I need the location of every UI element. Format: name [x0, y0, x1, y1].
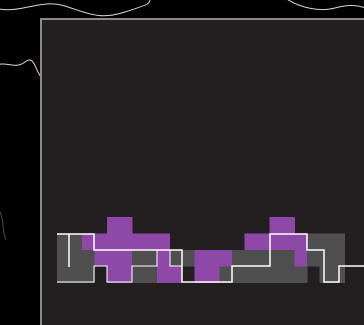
highlight-block	[157, 233, 170, 250]
signal-block	[282, 250, 295, 267]
signal-block	[332, 250, 345, 267]
signal-block	[169, 250, 183, 267]
highlight-block	[107, 217, 120, 234]
signal-block	[132, 250, 145, 267]
signal-block	[144, 250, 158, 267]
highlight-block	[94, 233, 108, 250]
highlight-block	[169, 266, 183, 283]
signal-block	[269, 266, 283, 283]
highlight-block	[107, 250, 120, 267]
signal-block	[244, 250, 258, 267]
signal-block	[219, 266, 233, 283]
signal-block	[319, 233, 333, 250]
highlight-block	[294, 233, 308, 250]
signal-block	[244, 266, 258, 283]
highlight-block	[107, 266, 120, 283]
signal-block	[294, 266, 308, 283]
signal-block	[319, 250, 333, 267]
signal-trace-secondary	[57, 249, 182, 283]
signal-block	[307, 250, 320, 267]
highlight-block	[107, 233, 120, 250]
highlight-block	[194, 266, 208, 283]
signal-block	[57, 233, 70, 250]
highlight-block	[207, 266, 220, 283]
signal-block	[132, 266, 145, 283]
signal-block	[332, 233, 345, 250]
highlight-block	[207, 250, 220, 267]
highlight-block	[269, 217, 283, 234]
highlight-block	[282, 217, 295, 234]
highlight-block	[157, 266, 170, 283]
signal-block	[269, 250, 283, 267]
signal-block	[319, 266, 333, 283]
highlight-block	[119, 250, 133, 267]
highlight-block	[257, 233, 270, 250]
highlight-block	[269, 233, 283, 250]
highlight-block	[119, 217, 133, 234]
highlight-block	[282, 233, 295, 250]
signal-block	[57, 250, 70, 267]
highlight-block	[219, 250, 233, 267]
signal-block	[257, 250, 270, 267]
signal-block	[144, 266, 158, 283]
highlight-block	[132, 233, 145, 250]
highlight-block	[157, 250, 170, 267]
contour-line	[287, 0, 364, 11]
contour-line	[0, 0, 151, 17]
display-panel	[40, 18, 364, 325]
highlight-block	[94, 250, 108, 267]
highlight-block	[144, 233, 158, 250]
signal-block	[307, 233, 320, 250]
signal-block	[282, 266, 295, 283]
highlight-block	[294, 250, 308, 267]
signal-block	[69, 250, 83, 267]
signal-block	[232, 266, 245, 283]
highlight-block	[194, 250, 208, 267]
signal-block	[69, 233, 83, 250]
signal-block	[57, 266, 70, 283]
signal-block	[82, 266, 95, 283]
contour-line	[0, 211, 7, 241]
signal-block	[69, 266, 83, 283]
signal-block	[232, 250, 245, 267]
highlight-block	[244, 233, 258, 250]
contour-line	[0, 59, 43, 79]
logic-waveform	[57, 217, 364, 283]
signal-block	[182, 250, 195, 267]
signal-block	[257, 266, 270, 283]
highlight-block	[82, 233, 95, 250]
signal-trace	[57, 233, 364, 283]
highlight-block	[119, 266, 133, 283]
signal-block	[82, 250, 95, 267]
highlight-block	[119, 233, 133, 250]
